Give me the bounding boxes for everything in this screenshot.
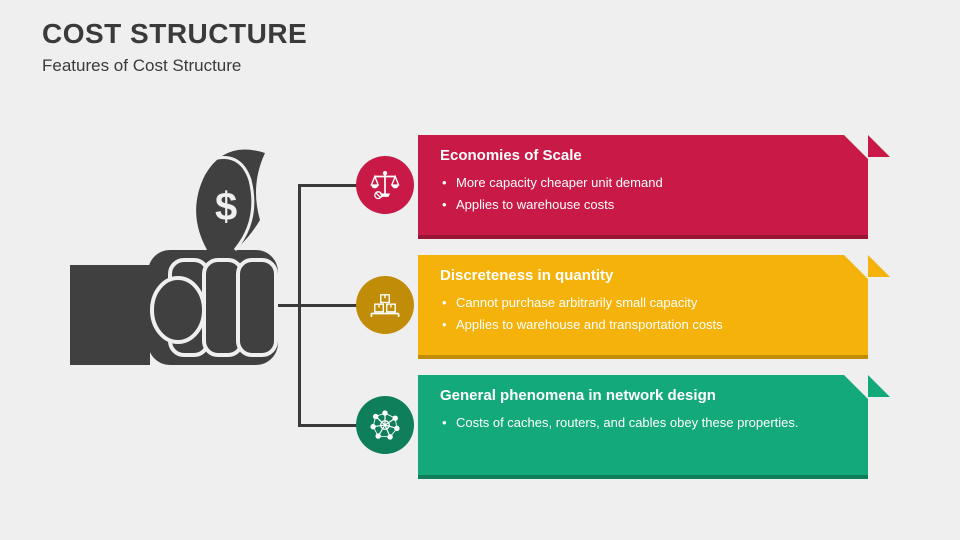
connector-arm-1 — [298, 184, 360, 187]
feature-banner-2: Discreteness in quantity Cannot purchase… — [418, 255, 868, 355]
connector-arm-2 — [278, 304, 360, 307]
page-subtitle: Features of Cost Structure — [42, 56, 241, 76]
feature-bullets-2: Cannot purchase arbitrarily small capaci… — [440, 292, 846, 336]
feature-banner-3: General phenomena in network design Cost… — [418, 375, 868, 475]
boxes-icon — [356, 276, 414, 334]
network-icon — [356, 396, 414, 454]
feature-title-2: Discreteness in quantity — [440, 267, 846, 284]
page-title: COST STRUCTURE — [42, 18, 307, 50]
feature-title-3: General phenomena in network design — [440, 387, 846, 404]
feature-bullets-3: Costs of caches, routers, and cables obe… — [440, 412, 846, 434]
connector-arm-3 — [298, 424, 360, 427]
feature-bullets-1: More capacity cheaper unit demand Applie… — [440, 172, 846, 216]
svg-text:$: $ — [215, 185, 237, 229]
feature-banner-1: Economies of Scale More capacity cheaper… — [418, 135, 868, 235]
feature-title-1: Economies of Scale — [440, 147, 846, 164]
hand-money-illustration: $ — [70, 140, 360, 400]
scales-icon — [356, 156, 414, 214]
